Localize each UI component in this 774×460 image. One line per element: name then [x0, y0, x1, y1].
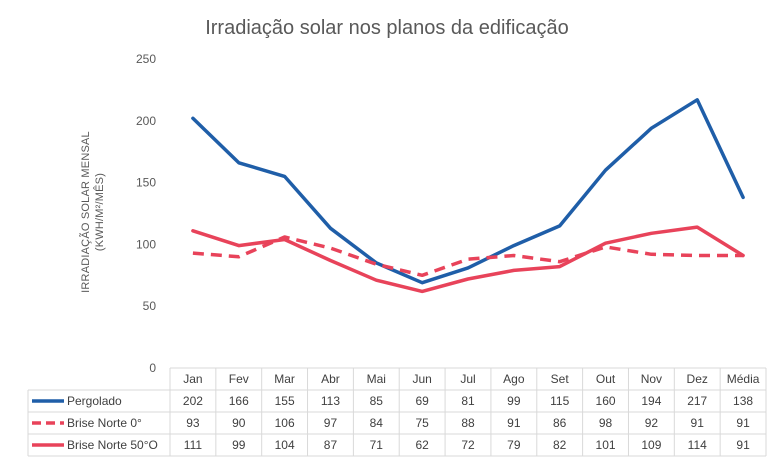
x-tick-label: Abr: [321, 372, 340, 386]
legend-label: Brise Norte 0°: [67, 416, 142, 430]
series-line-pergolado: [191, 98, 745, 285]
data-label: 72: [461, 438, 475, 452]
y-axis-ticks: 0 50 100 150 200 250: [136, 52, 156, 375]
x-tick-label: Out: [596, 372, 616, 386]
series-line-brise-norte-0: [192, 235, 744, 278]
data-label: 90: [232, 416, 246, 430]
data-label: 155: [275, 394, 295, 408]
y-axis-label-line1: IRRADIAÇÃO SOLAR MENSAL: [79, 131, 92, 293]
data-label: 91: [507, 416, 521, 430]
data-label: 101: [596, 438, 616, 452]
x-tick-label: Jun: [412, 372, 431, 386]
data-label: 88: [461, 416, 475, 430]
data-label: 115: [550, 394, 569, 408]
data-label: 71: [370, 438, 384, 452]
data-table: Jan Fev Mar Abr Mai Jun Jul Ago Set Out Nov Dez Médi…: [27, 367, 767, 457]
data-label: 79: [507, 438, 521, 452]
data-label: 166: [229, 394, 249, 408]
data-label: 99: [507, 394, 521, 408]
data-label: 75: [415, 416, 429, 430]
y-tick-label: 250: [136, 52, 156, 66]
data-label: 202: [183, 394, 203, 408]
data-label: 91: [691, 416, 705, 430]
plot-lines: [191, 98, 745, 294]
data-label: 113: [321, 394, 340, 408]
x-tick-label: Jul: [460, 372, 475, 386]
x-tick-label: Nov: [641, 372, 662, 386]
data-label: 91: [736, 438, 750, 452]
chart-title: Irradiação solar nos planos da edificaçã…: [205, 17, 569, 39]
y-tick-label: 50: [143, 299, 157, 313]
data-label: 62: [415, 438, 429, 452]
x-tick-label: Fev: [229, 372, 249, 386]
data-label: 87: [324, 438, 338, 452]
data-label: 104: [275, 438, 295, 452]
x-tick-label: Mar: [274, 372, 295, 386]
data-label: 86: [553, 416, 567, 430]
data-label: 106: [275, 416, 295, 430]
x-tick-label: Dez: [687, 372, 708, 386]
y-tick-label: 100: [136, 237, 156, 251]
x-tick-label: Set: [551, 372, 570, 386]
x-tick-label: Ago: [503, 372, 525, 386]
x-tick-label: Mai: [367, 372, 386, 386]
data-label: 111: [184, 438, 203, 452]
data-label: 69: [415, 394, 429, 408]
data-label: 109: [641, 438, 661, 452]
data-label: 84: [370, 416, 384, 430]
series-line-brise-norte-50-o: [191, 225, 745, 294]
data-label: 98: [599, 416, 613, 430]
y-axis-label-line2: (KWH/M²/MÊS): [93, 173, 106, 251]
data-label: 93: [186, 416, 200, 430]
x-tick-label: Jan: [183, 372, 202, 386]
data-label: 91: [736, 416, 750, 430]
data-label: 81: [461, 394, 475, 408]
data-label: 138: [733, 394, 753, 408]
y-tick-label: 0: [149, 361, 156, 375]
x-tick-label: Média: [727, 372, 760, 386]
y-tick-label: 200: [136, 114, 156, 128]
data-label: 92: [645, 416, 659, 430]
legend-label: Pergolado: [67, 394, 122, 408]
data-label: 97: [324, 416, 338, 430]
y-tick-label: 150: [136, 176, 156, 190]
legend-label: Brise Norte 50°O: [67, 438, 158, 452]
data-label: 82: [553, 438, 567, 452]
data-label: 85: [370, 394, 384, 408]
data-label: 114: [688, 438, 707, 452]
data-label: 160: [596, 394, 616, 408]
data-label: 194: [641, 394, 661, 408]
data-label: 217: [687, 394, 707, 408]
data-label: 99: [232, 438, 246, 452]
